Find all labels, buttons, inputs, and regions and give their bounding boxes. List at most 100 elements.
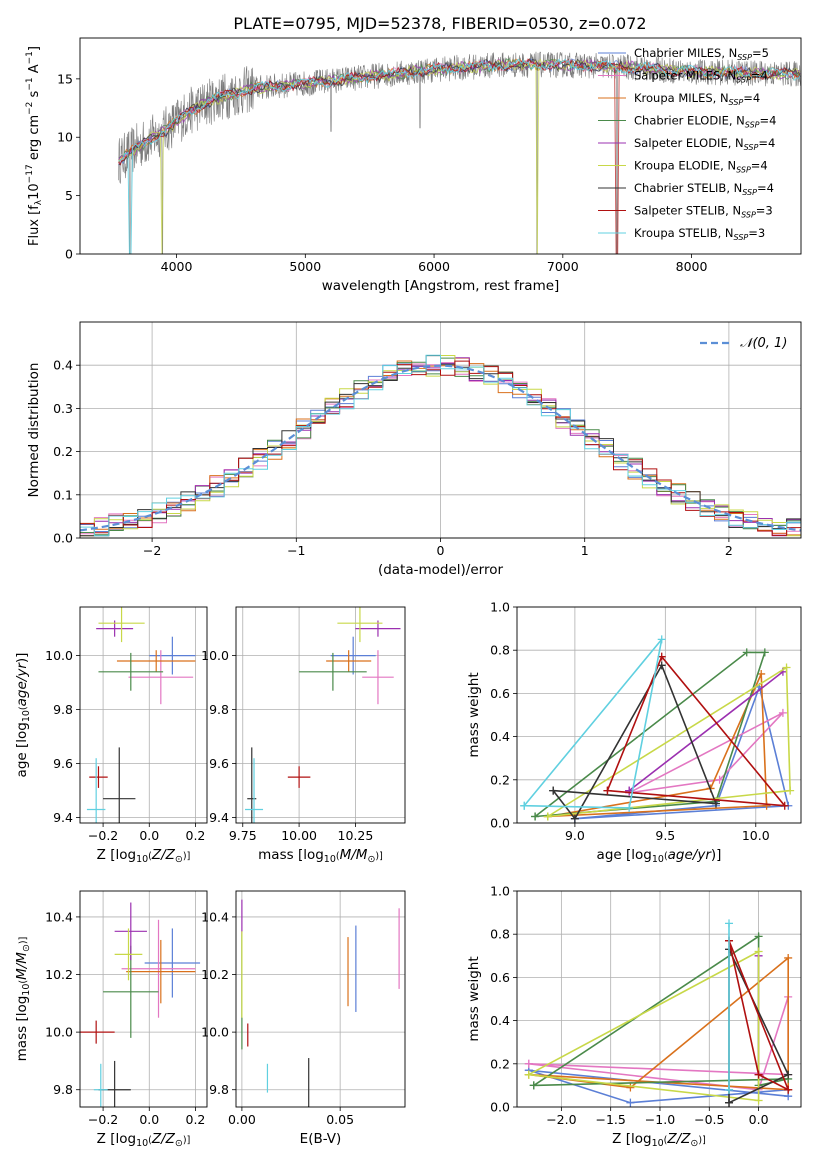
z_mass-ylabel: mass [log10(M/M⊙)] [14,937,32,1062]
residuals-xlabel: (data-model)/error [378,562,504,578]
age_weight-axes: 9.0 9.5 10.0 0.0 0.2 0.4 0.6 0.8 1.0 [490,600,801,843]
legend-label-part: Chabrier ELODIE, N [634,114,745,128]
legend-label-part: SSP [736,166,751,175]
x-tick-label: 0.0 [139,828,159,843]
y-tick-label: 10.4 [201,909,229,924]
label-part: ( [336,851,340,862]
y-tick-label: 0.0 [53,531,73,546]
z_weight-frame [516,890,802,1108]
x-tick-label: 0.0 [139,1112,159,1127]
weight-line [728,940,790,1092]
weight-marker [531,812,540,821]
legend-label: Kroupa ELODIE, NSSP=4 [634,159,768,175]
weight-line [528,996,790,1091]
label-part: Z [log [97,1131,136,1147]
x-tick-label: 10.25 [338,828,374,843]
x-tick-label: −0.2 [88,1112,118,1127]
x-tick-label: 4000 [161,259,193,274]
label-part: age [log [597,847,652,863]
weight-marker [570,814,579,823]
label-part: Z [log [97,847,136,863]
weight-marker [626,1083,635,1092]
y-tick-label: 9.6 [53,756,73,771]
weight-marker [529,1081,538,1090]
ylabel-part: −1 [25,51,35,64]
label-part: ⊙ [367,854,375,865]
weight-line [606,655,787,807]
weight-marker [626,1098,635,1107]
z_age-frame [79,606,208,824]
legend-label-part: =4 [751,159,768,173]
z_age-ylabel: age [log10(age/yr)] [14,653,32,778]
label-part: )] [183,851,190,862]
x-tick-label: 2 [725,543,733,558]
label-part: 10 [136,854,148,865]
z_age-xlabel: Z [log10(Z/Z⊙)] [97,847,191,865]
y-tick-label: 0.2 [490,772,510,787]
legend-label: Salpeter ELODIE, NSSP=4 [634,136,775,152]
x-tick-label: −0.5 [694,1112,724,1127]
legend-label-part: SSP [729,98,744,107]
label-part: 10 [21,710,32,722]
weight-marker [725,1098,734,1107]
label-part: age/yr [14,662,30,707]
label-part: ( [18,980,29,984]
x-tick-label: 10.00 [281,828,317,843]
y-tick-label: 9.8 [209,1082,229,1097]
y-tick-label: 0.6 [490,686,510,701]
weight-line [547,666,791,818]
weight-marker [754,932,763,941]
legend-label-part: =4 [751,69,768,83]
weight-marker [657,635,666,644]
spectrum-model-line [118,57,801,165]
y-tick-label: 0.3 [53,401,73,416]
normal-curve [80,364,801,532]
legend-label: Chabrier MILES, NSSP=5 [634,46,769,62]
x-tick-label: −0.2 [88,828,118,843]
label-part: ( [18,706,29,710]
y-tick-label: 10.4 [45,909,73,924]
legend-label-part: Kroupa ELODIE, N [634,159,736,173]
label-part: mass [log [14,996,30,1062]
legend-label: 𝒩(0, 1) [740,336,787,351]
ebv_mass-xlabel: E(B-V) [300,1131,342,1147]
legend-label-part: SSP [737,53,752,62]
legend-label-part: =5 [752,46,769,60]
x-tick-label: 9.0 [565,828,585,843]
x-tick-label: 10.0 [742,828,770,843]
y-tick-label: 15 [57,71,73,86]
ebv_mass-frame [235,890,406,1108]
y-tick-label: 0.0 [490,1100,510,1115]
z_mass-axes: −0.2 0.0 0.2 9.8 10.0 10.2 10.4 [45,891,207,1127]
y-tick-label: 5 [65,188,73,203]
weight-marker [754,1070,763,1079]
weight-marker [760,648,769,657]
age_weight-ylabel: mass weight [466,672,482,757]
weight-marker [625,803,634,812]
ylabel-part: ] [27,46,42,51]
x-tick-label: −1.5 [596,1112,626,1127]
label-part: )] [375,851,382,862]
y-tick-label: 0.0 [490,816,510,831]
z_mass-frame [79,890,208,1108]
weight-marker [784,953,793,962]
label-part: ( [148,1135,152,1146]
label-part: mass [log [258,847,324,863]
weight-marker [754,947,763,956]
age_weight-xlabel: age [log10(age/yr)] [597,847,722,865]
label-part: )] [183,1135,190,1146]
weight-marker [524,1059,533,1068]
legend-label-part: =4 [758,136,775,150]
figure-title: PLATE=0795, MJD=52378, FIBERID=0530, z=0… [233,14,646,33]
weight-line [528,950,760,1102]
mass_age-axes: 9.75 10.00 10.25 9.4 9.6 9.8 10.0 [201,607,405,843]
legend-label-part: SSP [745,121,760,130]
y-tick-label: 0.4 [490,729,510,744]
ebv_mass-axes: 0.00 0.05 9.8 10.0 10.2 10.4 [201,891,405,1127]
legend-label-part: SSP [736,76,751,85]
legend-label-part: Salpeter STELIB, N [634,204,741,218]
weight-marker [782,663,791,672]
legend-label-part: SSP [744,143,759,152]
histogram-step [80,360,801,537]
